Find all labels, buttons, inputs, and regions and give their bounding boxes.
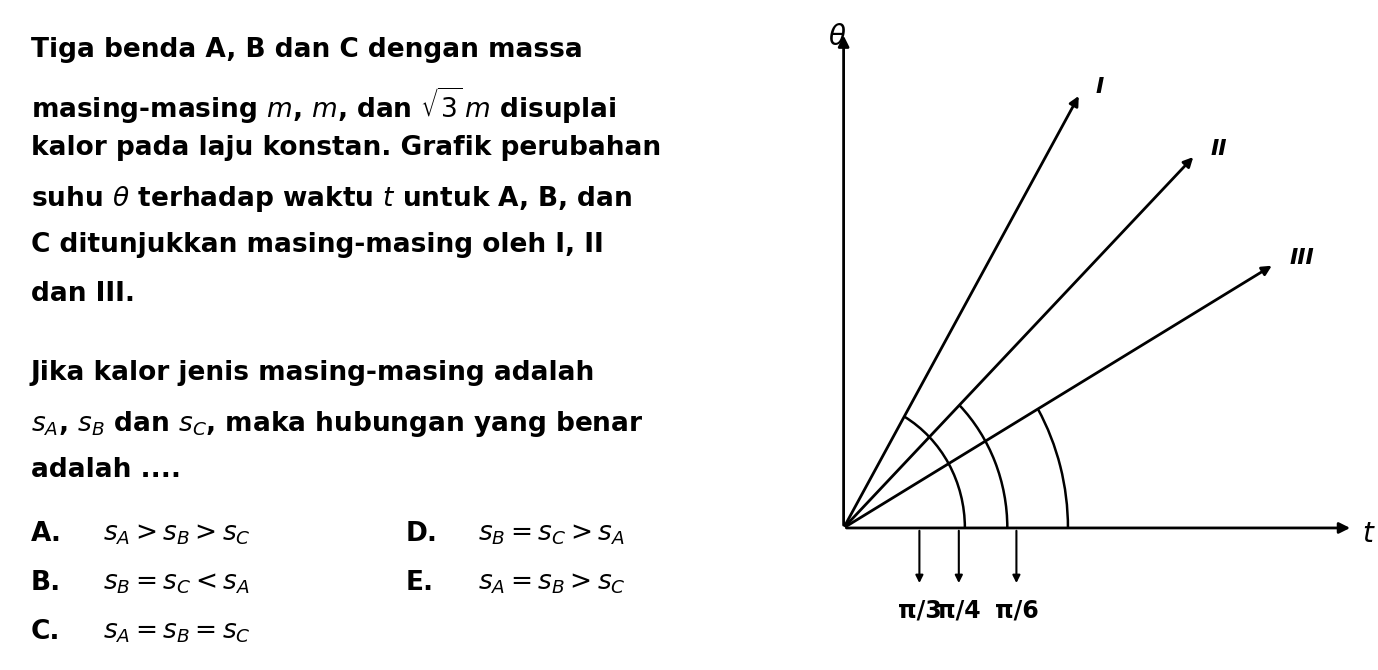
Text: I: I <box>1096 77 1104 97</box>
Text: π/3: π/3 <box>897 599 941 622</box>
Text: $s_A > s_B > s_C$: $s_A > s_B > s_C$ <box>103 521 251 547</box>
Text: $s_A = s_B = s_C$: $s_A = s_B = s_C$ <box>103 619 251 645</box>
Text: A.: A. <box>30 521 62 547</box>
Text: $s_B = s_C < s_A$: $s_B = s_C < s_A$ <box>103 570 249 596</box>
Text: III: III <box>1290 248 1315 268</box>
Text: II: II <box>1210 139 1226 159</box>
Text: $s_A$, $s_B$ dan $s_C$, maka hubungan yang benar: $s_A$, $s_B$ dan $s_C$, maka hubungan ya… <box>30 409 644 439</box>
Text: π/4: π/4 <box>937 599 981 622</box>
Text: dan III.: dan III. <box>30 281 135 308</box>
Text: $t$: $t$ <box>1361 521 1375 548</box>
Text: Tiga benda A, B dan C dengan massa: Tiga benda A, B dan C dengan massa <box>30 37 583 63</box>
Text: suhu $\theta$ terhadap waktu $t$ untuk A, B, dan: suhu $\theta$ terhadap waktu $t$ untuk A… <box>30 184 631 214</box>
Text: C.: C. <box>30 619 61 645</box>
Text: $\theta$: $\theta$ <box>828 23 846 51</box>
Text: Jika kalor jenis masing-masing adalah: Jika kalor jenis masing-masing adalah <box>30 360 595 386</box>
Text: $s_B = s_C > s_A$: $s_B = s_C > s_A$ <box>478 521 624 547</box>
Text: C ditunjukkan masing-masing oleh I, II: C ditunjukkan masing-masing oleh I, II <box>30 232 604 259</box>
Text: E.: E. <box>405 570 434 596</box>
Text: B.: B. <box>30 570 61 596</box>
Text: D.: D. <box>405 521 437 547</box>
Text: π/6: π/6 <box>995 599 1038 622</box>
Text: $s_A = s_B > s_C$: $s_A = s_B > s_C$ <box>478 570 626 596</box>
Text: adalah ....: adalah .... <box>30 458 181 484</box>
Text: kalor pada laju konstan. Grafik perubahan: kalor pada laju konstan. Grafik perubaha… <box>30 135 660 161</box>
Text: masing-masing $m$, $m$, dan $\sqrt{3}\,m$ disuplai: masing-masing $m$, $m$, dan $\sqrt{3}\,m… <box>30 86 616 127</box>
